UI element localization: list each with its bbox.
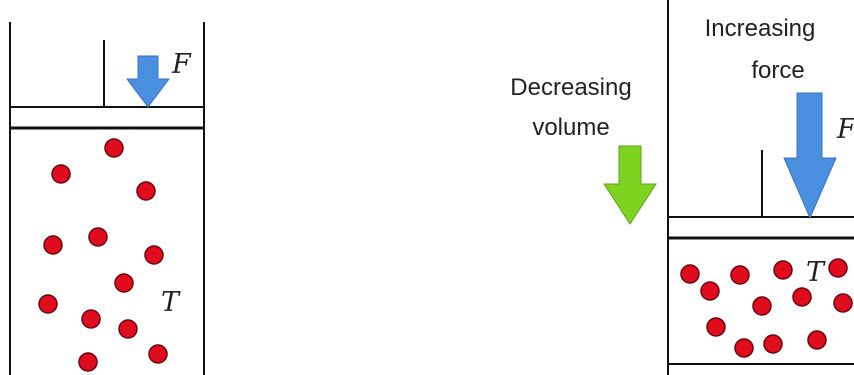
left-cylinder: [9, 22, 205, 375]
left-particles: [38, 138, 168, 372]
gas-particle-icon: [763, 334, 783, 354]
gas-particle-icon: [43, 235, 63, 255]
force-label-line2: force: [751, 57, 804, 84]
left-temperature-symbol: T: [161, 287, 181, 318]
gas-particle-icon: [706, 317, 726, 337]
gas-particle-icon: [144, 245, 164, 265]
volume-label-line2: volume: [532, 114, 609, 141]
gas-particle-icon: [828, 258, 848, 278]
gas-particle-icon: [700, 281, 720, 301]
gas-particle-icon: [734, 338, 754, 358]
gas-particle-icon: [81, 309, 101, 329]
gas-particle-icon: [792, 287, 812, 307]
gas-particle-icon: [118, 319, 138, 339]
gas-particle-icon: [807, 330, 827, 350]
left-force-symbol: F: [171, 49, 192, 80]
volume-label-line1: Decreasing: [510, 74, 631, 101]
gas-particle-icon: [104, 138, 124, 158]
right-particles: [680, 258, 853, 358]
right-cylinder: [667, 0, 854, 375]
right-force-arrow-icon: [783, 92, 837, 220]
gas-particle-icon: [773, 260, 793, 280]
gas-particle-icon: [136, 181, 156, 201]
gas-particle-icon: [38, 294, 58, 314]
volume-arrow-icon: [603, 145, 657, 225]
gas-particle-icon: [88, 227, 108, 247]
left-force-arrow-icon: [126, 55, 170, 108]
force-label-line1: Increasing: [705, 15, 816, 42]
left-piston: [9, 106, 205, 129]
gas-particle-icon: [78, 352, 98, 372]
gas-particle-icon: [51, 164, 71, 184]
gas-particle-icon: [730, 265, 750, 285]
right-piston: [667, 216, 854, 239]
right-temperature-symbol: T: [806, 257, 826, 288]
right-force-symbol: F: [836, 114, 854, 145]
gas-particle-icon: [752, 296, 772, 316]
gas-particle-icon: [833, 293, 853, 313]
gas-particle-icon: [680, 264, 700, 284]
gas-particle-icon: [114, 273, 134, 293]
gas-particle-icon: [148, 344, 168, 364]
